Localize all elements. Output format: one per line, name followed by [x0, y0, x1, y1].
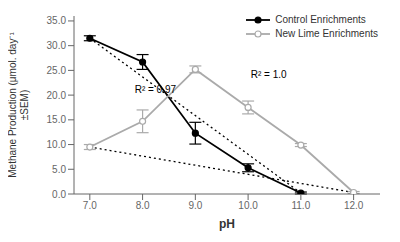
svg-text:10.0: 10.0 — [238, 200, 258, 211]
svg-text:7.0: 7.0 — [83, 200, 97, 211]
svg-text:R² = 1.0: R² = 1.0 — [251, 69, 287, 80]
svg-text:8.0: 8.0 — [136, 200, 150, 211]
svg-text:5.0: 5.0 — [52, 164, 66, 175]
html-text:New Lime Enrichments: New Lime Enrichments — [275, 28, 378, 39]
svg-text:35.0: 35.0 — [47, 15, 67, 26]
svg-text:11.0: 11.0 — [291, 200, 310, 211]
html-text:Control Enrichments: Control Enrichments — [275, 14, 366, 25]
svg-text:Methane Production (μmol. day⁻: Methane Production (μmol. day⁻¹±SEM) — [8, 32, 30, 178]
svg-text:30.0: 30.0 — [47, 40, 67, 51]
svg-text:15.0: 15.0 — [47, 114, 67, 125]
svg-text:R² = 0.97: R² = 0.97 — [135, 84, 177, 95]
svg-text:9.0: 9.0 — [188, 200, 202, 211]
svg-text:10.0: 10.0 — [47, 139, 67, 150]
svg-text:25.0: 25.0 — [47, 65, 67, 76]
svg-text:20.0: 20.0 — [47, 90, 67, 101]
svg-text:0.0: 0.0 — [52, 189, 66, 200]
svg-text:12.0: 12.0 — [344, 200, 364, 211]
svg-text:pH: pH — [219, 217, 235, 231]
